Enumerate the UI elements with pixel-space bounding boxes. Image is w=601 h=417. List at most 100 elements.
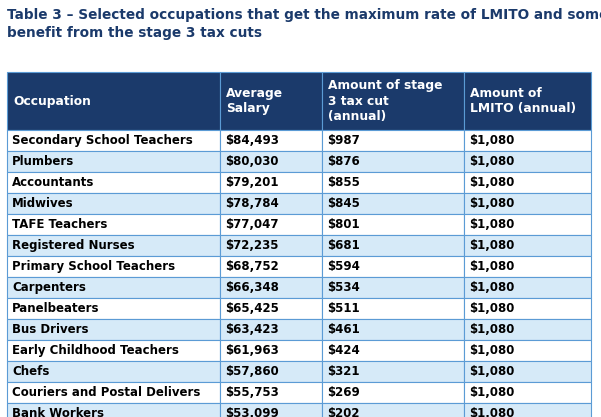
Text: $53,099: $53,099: [225, 407, 279, 417]
Text: $1,080: $1,080: [469, 239, 514, 252]
Text: $269: $269: [327, 386, 359, 399]
Text: $68,752: $68,752: [225, 260, 279, 273]
Text: $66,348: $66,348: [225, 281, 279, 294]
Text: Registered Nurses: Registered Nurses: [12, 239, 135, 252]
Bar: [7, 172, 221, 193]
Bar: [322, 277, 464, 298]
Bar: [7, 72, 221, 130]
Bar: [7, 319, 221, 340]
Bar: [7, 382, 221, 403]
Bar: [7, 214, 221, 235]
Bar: [7, 193, 221, 214]
Bar: [322, 151, 464, 172]
Bar: [464, 130, 591, 151]
Bar: [322, 403, 464, 417]
Text: Accountants: Accountants: [12, 176, 94, 189]
Bar: [322, 382, 464, 403]
Text: Carpenters: Carpenters: [12, 281, 86, 294]
Bar: [464, 298, 591, 319]
Bar: [221, 193, 322, 214]
Text: Plumbers: Plumbers: [12, 155, 75, 168]
Bar: [464, 340, 591, 361]
Bar: [322, 235, 464, 256]
Text: $57,860: $57,860: [225, 365, 279, 378]
Bar: [221, 214, 322, 235]
Text: $511: $511: [327, 302, 359, 315]
Text: Couriers and Postal Delivers: Couriers and Postal Delivers: [12, 386, 200, 399]
Text: $681: $681: [327, 239, 359, 252]
Text: $63,423: $63,423: [225, 323, 279, 336]
Text: Early Childhood Teachers: Early Childhood Teachers: [12, 344, 179, 357]
Bar: [7, 340, 221, 361]
Bar: [221, 403, 322, 417]
Bar: [322, 193, 464, 214]
Text: $594: $594: [327, 260, 360, 273]
Bar: [322, 298, 464, 319]
Text: $80,030: $80,030: [225, 155, 279, 168]
Text: $72,235: $72,235: [225, 239, 279, 252]
Text: $461: $461: [327, 323, 359, 336]
Bar: [464, 172, 591, 193]
Bar: [322, 130, 464, 151]
Text: $1,080: $1,080: [469, 365, 514, 378]
Text: TAFE Teachers: TAFE Teachers: [12, 218, 108, 231]
Bar: [221, 72, 322, 130]
Text: $1,080: $1,080: [469, 344, 514, 357]
Text: $876: $876: [327, 155, 359, 168]
Text: $1,080: $1,080: [469, 407, 514, 417]
Bar: [464, 151, 591, 172]
Bar: [221, 256, 322, 277]
Text: Panelbeaters: Panelbeaters: [12, 302, 100, 315]
Text: $65,425: $65,425: [225, 302, 279, 315]
Bar: [221, 172, 322, 193]
Text: $1,080: $1,080: [469, 302, 514, 315]
Bar: [464, 256, 591, 277]
Bar: [464, 403, 591, 417]
Bar: [322, 319, 464, 340]
Text: $845: $845: [327, 197, 360, 210]
Bar: [7, 361, 221, 382]
Text: Midwives: Midwives: [12, 197, 74, 210]
Bar: [221, 361, 322, 382]
Bar: [7, 235, 221, 256]
Text: $84,493: $84,493: [225, 134, 279, 147]
Bar: [221, 277, 322, 298]
Bar: [221, 319, 322, 340]
Bar: [7, 277, 221, 298]
Text: $424: $424: [327, 344, 359, 357]
Text: $1,080: $1,080: [469, 281, 514, 294]
Text: $55,753: $55,753: [225, 386, 279, 399]
Bar: [322, 172, 464, 193]
Bar: [221, 130, 322, 151]
Text: $1,080: $1,080: [469, 260, 514, 273]
Text: Bus Drivers: Bus Drivers: [12, 323, 88, 336]
Text: $1,080: $1,080: [469, 176, 514, 189]
Text: $1,080: $1,080: [469, 386, 514, 399]
Bar: [7, 256, 221, 277]
Bar: [221, 235, 322, 256]
Bar: [464, 193, 591, 214]
Bar: [221, 151, 322, 172]
Bar: [322, 256, 464, 277]
Text: $534: $534: [327, 281, 359, 294]
Bar: [322, 214, 464, 235]
Text: $78,784: $78,784: [225, 197, 279, 210]
Text: Chefs: Chefs: [12, 365, 49, 378]
Text: Average
Salary: Average Salary: [227, 87, 284, 115]
Text: Primary School Teachers: Primary School Teachers: [12, 260, 175, 273]
Text: Bank Workers: Bank Workers: [12, 407, 104, 417]
Bar: [221, 382, 322, 403]
Bar: [464, 235, 591, 256]
Bar: [464, 72, 591, 130]
Text: $1,080: $1,080: [469, 197, 514, 210]
Text: $321: $321: [327, 365, 359, 378]
Text: $1,080: $1,080: [469, 218, 514, 231]
Text: $61,963: $61,963: [225, 344, 279, 357]
Bar: [221, 340, 322, 361]
Bar: [7, 130, 221, 151]
Bar: [464, 214, 591, 235]
Bar: [7, 151, 221, 172]
Text: Table 3 – Selected occupations that get the maximum rate of LMITO and some
benef: Table 3 – Selected occupations that get …: [7, 8, 601, 40]
Text: $855: $855: [327, 176, 360, 189]
Bar: [464, 361, 591, 382]
